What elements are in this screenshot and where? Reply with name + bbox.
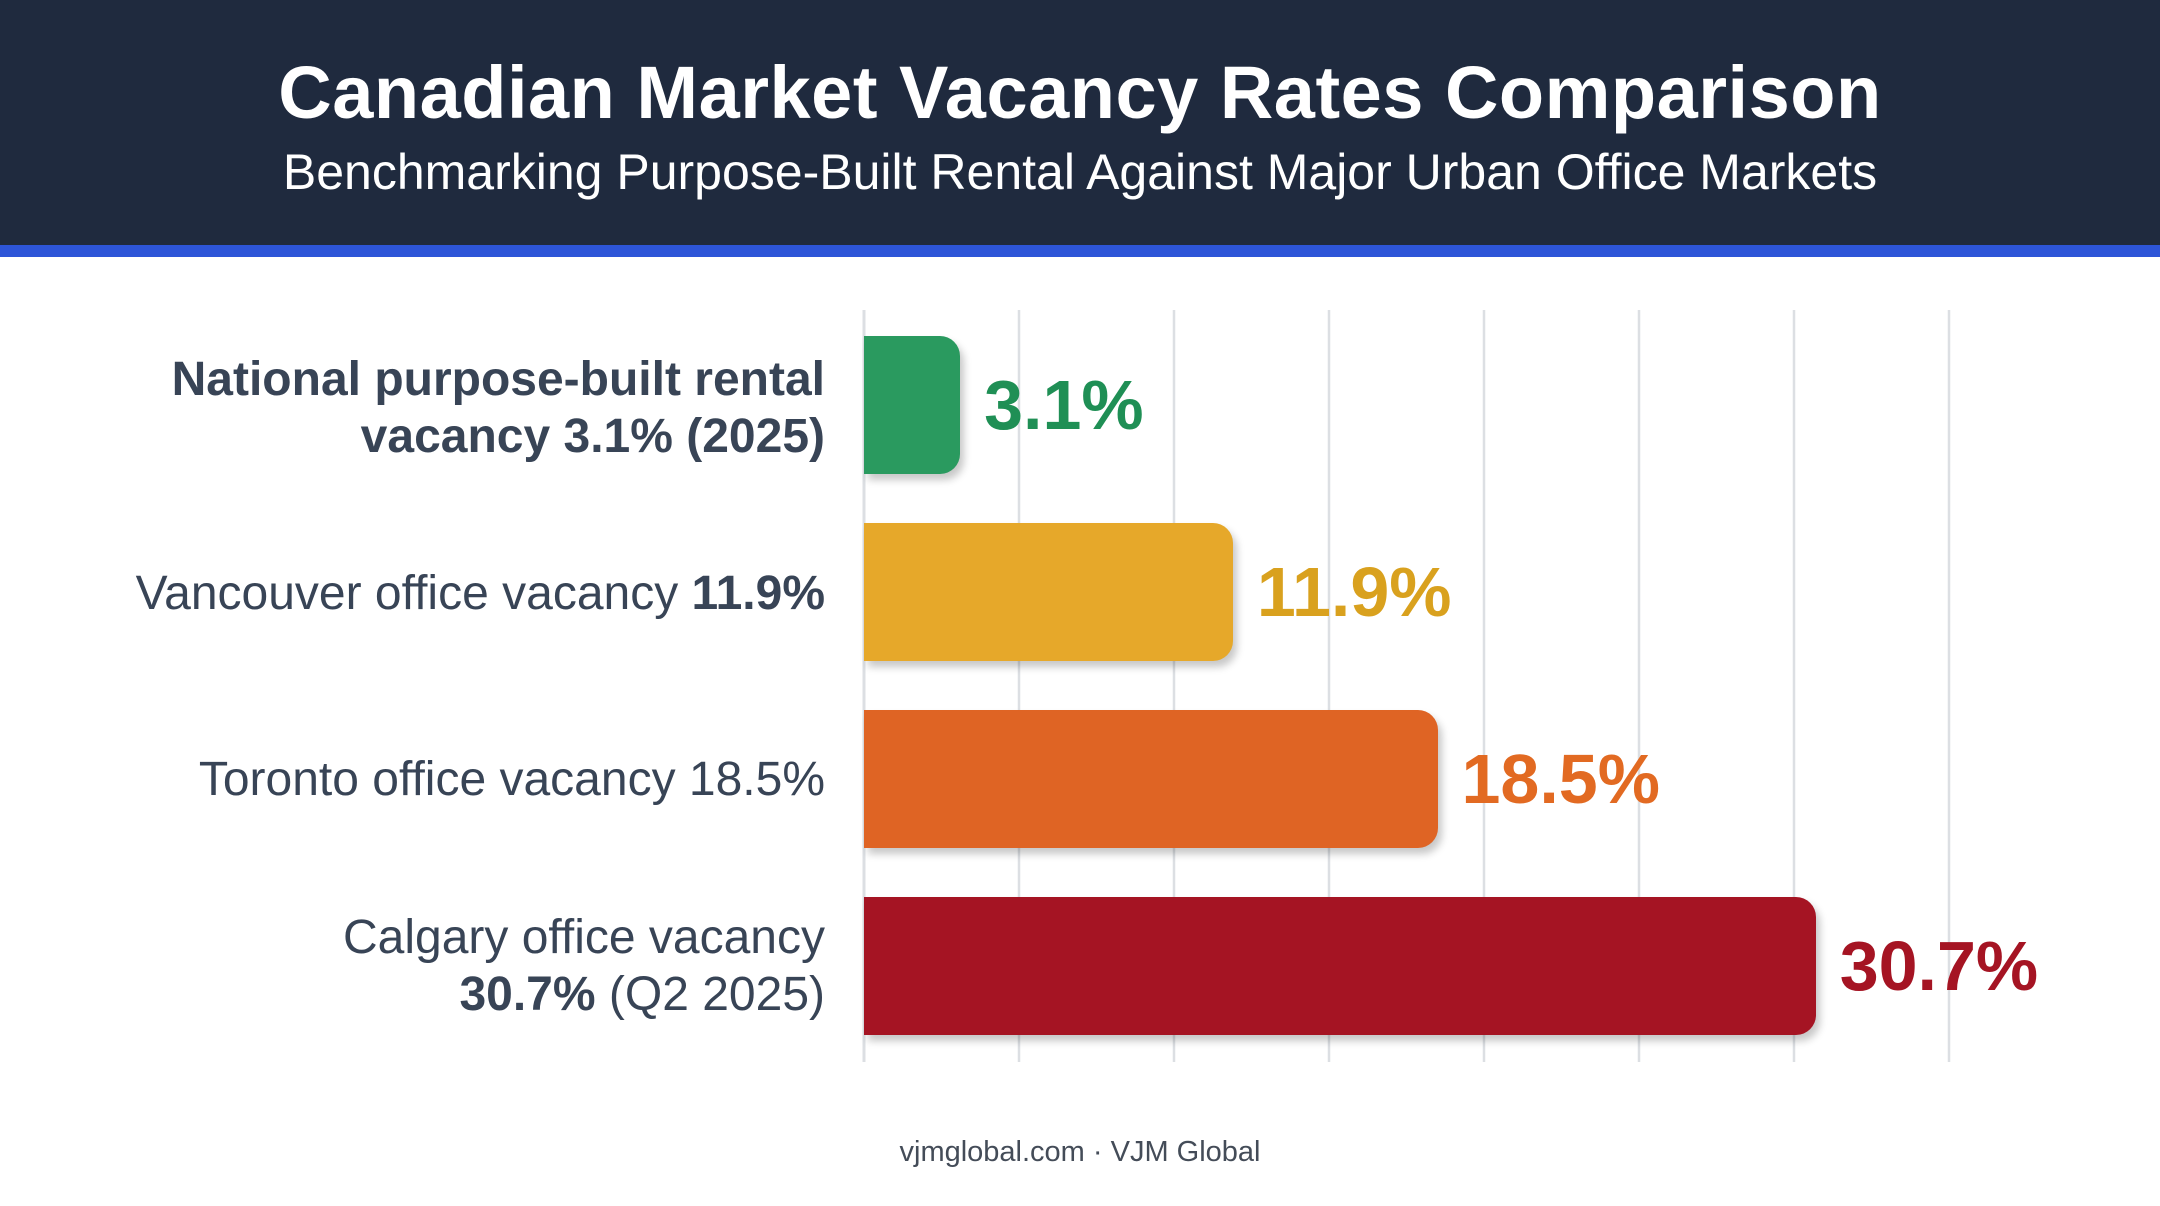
category-label-vancouver-office: Vancouver office vacancy 11.9% [135, 566, 825, 620]
footer-credit: vjmglobal.com · VJM Global [899, 1136, 1261, 1168]
bar-vancouver-office [864, 523, 1233, 661]
value-label-national-rental: 3.1% [984, 366, 1144, 444]
value-label-vancouver-office: 11.9% [1256, 553, 1452, 631]
category-label-calgary-office: Calgary office vacancy 30.7% (Q2 2025) [342, 911, 825, 1021]
value-label-toronto-office: 18.5% [1461, 740, 1660, 818]
bar-calgary-office [864, 897, 1816, 1035]
header-accent-line [0, 245, 2160, 257]
chart-subtitle: Benchmarking Purpose-Built Rental Agains… [282, 144, 1878, 200]
bar-national-rental [864, 336, 961, 474]
header-banner: Canadian Market Vacancy Rates Comparison… [0, 0, 2160, 245]
category-label-national-rental: National purpose-built rental vacancy 3.1… [171, 353, 825, 463]
chart-title: Canadian Market Vacancy Rates Comparison [278, 51, 1882, 134]
category-label-toronto-office: Toronto office vacancy 18.5% [198, 752, 825, 806]
bar-toronto-office [864, 710, 1438, 848]
value-label-calgary-office: 30.7% [1839, 927, 2039, 1005]
